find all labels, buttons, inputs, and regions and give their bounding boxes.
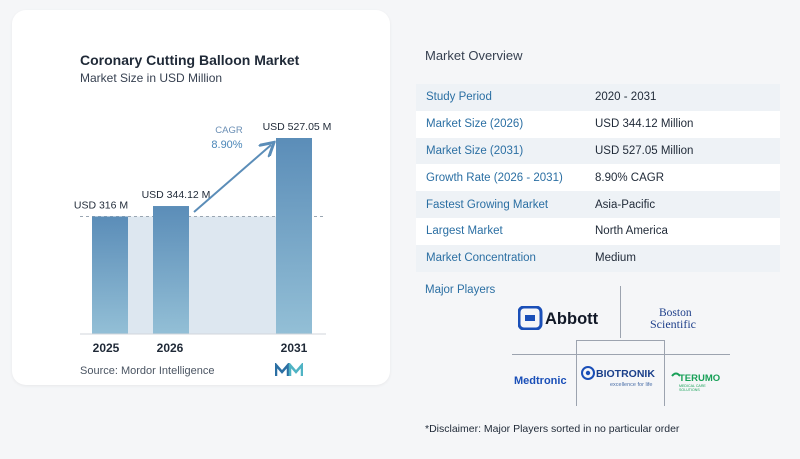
- divider: [620, 286, 621, 338]
- overview-label: Study Period: [426, 91, 492, 104]
- terumo-logo: TERUMO MEDICAL CARE SOLUTIONS: [670, 370, 730, 394]
- cagr-label: CAGR: [215, 125, 243, 136]
- svg-text:Abbott: Abbott: [545, 310, 599, 328]
- svg-text:Boston: Boston: [659, 307, 692, 319]
- overview-row: Study Period 2020 - 2031: [416, 84, 780, 111]
- overview-row: Market Concentration Medium: [416, 244, 780, 272]
- svg-text:TERUMO: TERUMO: [679, 373, 720, 384]
- divider: [664, 340, 665, 406]
- chart-title: Coronary Cutting Balloon Market: [80, 52, 300, 68]
- chart-subtitle: Market Size in USD Million: [80, 71, 223, 85]
- tick-label-2031: 2031: [281, 341, 308, 355]
- tick-label-2026: 2026: [157, 341, 184, 355]
- chart-source: Source: Mordor Intelligence: [80, 365, 215, 377]
- overview-label: Market Concentration: [426, 252, 536, 265]
- svg-text:Medtronic: Medtronic: [514, 375, 567, 387]
- overview-row: Market Size (2031) USD 527.05 Million: [416, 137, 780, 165]
- boston-scientific-logo: Boston Scientific: [650, 305, 720, 331]
- overview-label: Largest Market: [426, 225, 503, 238]
- overview-value: 2020 - 2031: [595, 91, 657, 104]
- overview-title: Market Overview: [425, 48, 523, 63]
- bar-2026: [153, 206, 189, 334]
- abbott-logo: Abbott: [517, 305, 616, 331]
- overview-row: Growth Rate (2026 - 2031) 8.90% CAGR: [416, 164, 780, 192]
- overview-value: 8.90% CAGR: [595, 171, 665, 184]
- major-players-title: Major Players: [425, 284, 496, 296]
- cagr-value: 8.90%: [211, 139, 242, 151]
- data-label-2031: USD 527.05 M: [263, 121, 332, 133]
- overview-value: Medium: [595, 252, 636, 265]
- overview-label: Market Size (2031): [426, 144, 524, 157]
- divider: [576, 340, 665, 341]
- svg-text:BIOTRONIK: BIOTRONIK: [596, 368, 655, 380]
- data-label-2025: USD 316 M: [74, 199, 128, 211]
- divider: [576, 340, 577, 406]
- data-label-2026: USD 344.12 M: [142, 189, 211, 201]
- overview-table: Study Period 2020 - 2031 Market Size (202…: [416, 84, 780, 272]
- bar-2025: [92, 216, 128, 334]
- mordor-intelligence-logo: [275, 363, 303, 376]
- overview-label: Fastest Growing Market: [426, 198, 549, 211]
- overview-value: North America: [595, 225, 668, 238]
- svg-text:Scientific: Scientific: [650, 317, 696, 331]
- overview-value: USD 527.05 Million: [595, 144, 694, 157]
- overview-value: Asia-Pacific: [595, 198, 656, 211]
- svg-text:MEDICAL CARE: MEDICAL CARE: [679, 384, 706, 388]
- tick-label-2025: 2025: [93, 341, 120, 355]
- overview-label: Market Size (2026): [426, 118, 524, 131]
- medtronic-logo: Medtronic: [514, 372, 576, 388]
- overview-row: Fastest Growing Market Asia-Pacific: [416, 191, 780, 218]
- svg-text:SOLUTIONS: SOLUTIONS: [679, 388, 700, 392]
- svg-text:excellence for life: excellence for life: [610, 382, 653, 388]
- cagr-arrow: [193, 145, 271, 213]
- overview-label: Growth Rate (2026 - 2031): [426, 171, 563, 184]
- overview-row: Market Size (2026) USD 344.12 Million: [416, 110, 780, 138]
- bar-chart: USD 316 M 2025 USD 344.12 M 2026 USD 527.05 …: [74, 121, 332, 355]
- bar-2031: [276, 138, 312, 334]
- divider: [512, 354, 730, 355]
- overview-value: USD 344.12 Million: [595, 118, 694, 131]
- overview-row: Largest Market North America: [416, 217, 780, 245]
- disclaimer: *Disclaimer: Major Players sorted in no …: [425, 423, 680, 435]
- biotronik-logo: BIOTRONIK excellence for life: [580, 364, 662, 390]
